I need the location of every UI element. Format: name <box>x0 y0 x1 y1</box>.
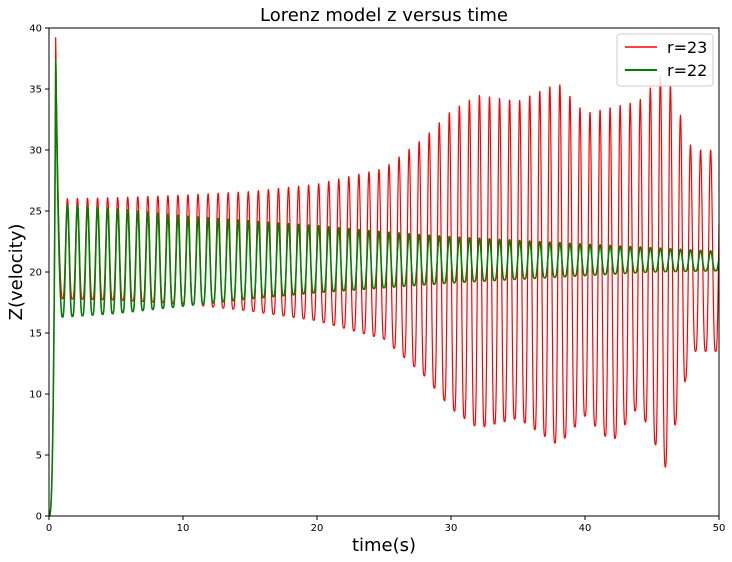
legend-label-r22: r=22 <box>667 61 707 80</box>
legend-label-r23: r=23 <box>667 38 707 57</box>
y-tick-label: 15 <box>29 329 42 340</box>
series-line-r-22 <box>48 60 720 517</box>
y-tick-label: 0 <box>36 512 42 523</box>
chart-title: Lorenz model z versus time <box>260 5 508 26</box>
x-axis-label: time(s) <box>352 535 416 556</box>
y-axis-ticks: 0 5 10 15 20 25 30 35 40 <box>29 24 49 523</box>
x-axis-ticks: 0 10 20 30 40 50 <box>46 516 726 534</box>
legend: r=23 r=22 <box>616 33 714 87</box>
y-tick-label: 10 <box>29 390 42 401</box>
series-layer <box>48 37 720 517</box>
y-tick-label: 40 <box>29 24 42 35</box>
y-axis-label: Z(velocity) <box>6 224 27 321</box>
y-tick-label: 30 <box>29 146 42 157</box>
x-tick-label: 20 <box>311 523 324 534</box>
x-tick-label: 50 <box>713 523 726 534</box>
y-tick-label: 5 <box>36 451 42 462</box>
x-tick-label: 0 <box>46 523 52 534</box>
x-tick-label: 40 <box>579 523 592 534</box>
y-tick-label: 25 <box>29 207 42 218</box>
y-tick-label: 35 <box>29 85 42 96</box>
x-tick-label: 30 <box>445 523 458 534</box>
y-tick-label: 20 <box>29 268 42 279</box>
x-tick-label: 10 <box>177 523 190 534</box>
